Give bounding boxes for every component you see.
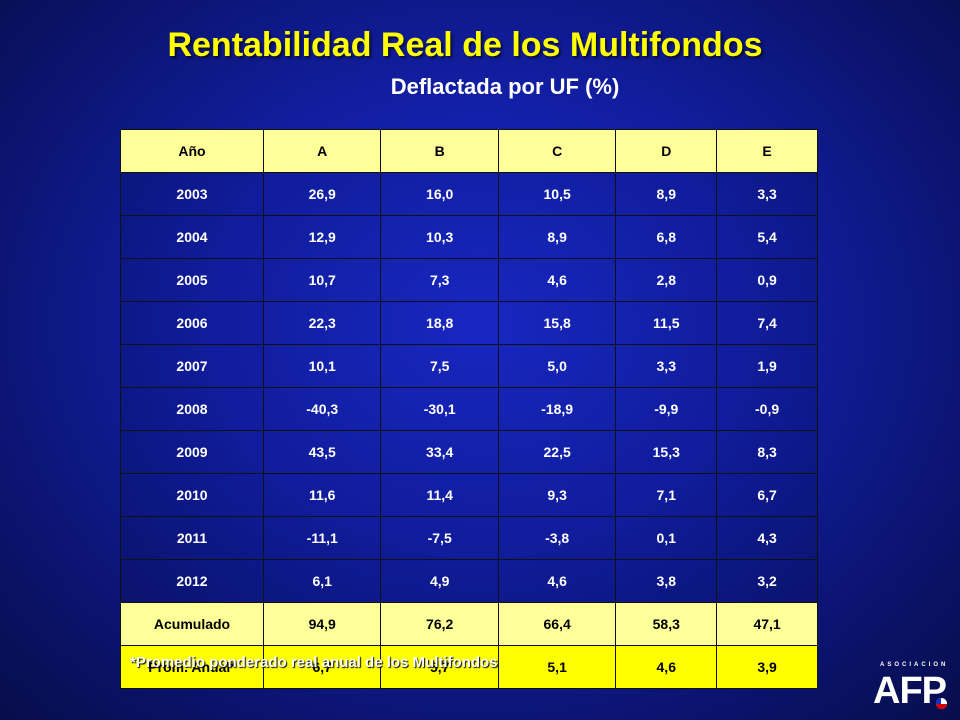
value-cell: 2,8 <box>615 258 718 302</box>
value-cell: B <box>380 129 499 173</box>
value-cell: 5,1 <box>497 645 617 689</box>
value-cell: 11,6 <box>262 473 382 517</box>
table-row: 2003 26,9 16,0 10,5 8,9 3,3 <box>120 172 818 216</box>
value-cell: -7,5 <box>380 516 499 560</box>
value-cell: 76,2 <box>380 602 499 646</box>
table-row: 2005 10,7 7,3 4,6 2,8 0,9 <box>120 258 818 302</box>
value-cell: -0,9 <box>716 387 818 431</box>
row-label-cell: 2010 <box>120 473 264 517</box>
value-cell: -18,9 <box>497 387 617 431</box>
value-cell: 7,3 <box>380 258 499 302</box>
row-label-cell: 2008 <box>120 387 264 431</box>
value-cell: A <box>262 129 382 173</box>
table-row: 2007 10,1 7,5 5,0 3,3 1,9 <box>120 344 818 388</box>
value-cell: D <box>615 129 718 173</box>
footnote: *Promedio ponderado real anual de los Mu… <box>130 654 498 671</box>
value-cell: 3,3 <box>615 344 718 388</box>
value-cell: 7,4 <box>716 301 818 345</box>
value-cell: 4,3 <box>716 516 818 560</box>
value-cell: 8,9 <box>615 172 718 216</box>
value-cell: 12,9 <box>262 215 382 259</box>
table-row: 2009 43,5 33,4 22,5 15,3 8,3 <box>120 430 818 474</box>
row-label-cell: 2012 <box>120 559 264 603</box>
table-summary-row: Prom. Anual* 6,7 5,7 5,1 4,6 3,9 <box>120 645 818 689</box>
value-cell: 10,7 <box>262 258 382 302</box>
value-cell: 47,1 <box>716 602 818 646</box>
value-cell: 43,5 <box>262 430 382 474</box>
value-cell: 5,4 <box>716 215 818 259</box>
table-row: 2012 6,1 4,9 4,6 3,8 3,2 <box>120 559 818 603</box>
value-cell: 18,8 <box>380 301 499 345</box>
table-row: 2008 -40,3 -30,1 -18,9 -9,9 -0,9 <box>120 387 818 431</box>
value-cell: 1,9 <box>716 344 818 388</box>
row-label-cell: 2003 <box>120 172 264 216</box>
value-cell: 7,1 <box>615 473 718 517</box>
value-cell: 22,3 <box>262 301 382 345</box>
value-cell: 15,3 <box>615 430 718 474</box>
value-cell: 6,7 <box>716 473 818 517</box>
value-cell: 10,1 <box>262 344 382 388</box>
value-cell: 3,9 <box>716 645 818 689</box>
value-cell: 26,9 <box>262 172 382 216</box>
value-cell: 33,4 <box>380 430 499 474</box>
value-cell: 22,5 <box>497 430 617 474</box>
row-label-cell: Acumulado <box>120 602 264 646</box>
value-cell: 9,3 <box>497 473 617 517</box>
value-cell: 66,4 <box>497 602 617 646</box>
row-label-cell: 2004 <box>120 215 264 259</box>
returns-table: Año A B C D E 2003 26,9 16,0 10,5 8,9 3,3 2004 12,9 10… <box>120 129 818 689</box>
row-label-cell: 2005 <box>120 258 264 302</box>
table-row: 2011 -11,1 -7,5 -3,8 0,1 4,3 <box>120 516 818 560</box>
row-label-cell: Prom. Anual* <box>120 645 264 689</box>
value-cell: E <box>716 129 818 173</box>
value-cell: 0,9 <box>716 258 818 302</box>
logo-name: AFP <box>873 670 947 712</box>
value-cell: 0,1 <box>615 516 718 560</box>
value-cell: 4,6 <box>615 645 718 689</box>
value-cell: 6,1 <box>262 559 382 603</box>
table-summary-row: Acumulado 94,9 76,2 66,4 58,3 47,1 <box>120 602 818 646</box>
value-cell: 6,8 <box>615 215 718 259</box>
row-label-cell: 2006 <box>120 301 264 345</box>
row-label-cell: 2009 <box>120 430 264 474</box>
value-cell: C <box>497 129 617 173</box>
value-cell: 58,3 <box>615 602 718 646</box>
value-cell: 4,6 <box>497 559 617 603</box>
row-label-cell: 2011 <box>120 516 264 560</box>
value-cell: -3,8 <box>497 516 617 560</box>
value-cell: -11,1 <box>262 516 382 560</box>
table-row: 2010 11,6 11,4 9,3 7,1 6,7 <box>120 473 818 517</box>
value-cell: 3,8 <box>615 559 718 603</box>
afp-logo: ASOCIACION AFP <box>870 662 950 714</box>
returns-table-body: Año A B C D E 2003 26,9 16,0 10,5 8,9 3,3 2004 12,9 10… <box>120 129 818 689</box>
value-cell: 3,3 <box>716 172 818 216</box>
flag-icon <box>936 698 947 709</box>
value-cell: 16,0 <box>380 172 499 216</box>
slide-subtitle: Deflactada por UF (%) <box>390 74 620 99</box>
value-cell: 7,5 <box>380 344 499 388</box>
value-cell: 4,6 <box>497 258 617 302</box>
row-label-cell: 2007 <box>120 344 264 388</box>
table-row: 2004 12,9 10,3 8,9 6,8 5,4 <box>120 215 818 259</box>
table-row: 2006 22,3 18,8 15,8 11,5 7,4 <box>120 301 818 345</box>
value-cell: 5,7 <box>380 645 499 689</box>
slide-title: Rentabilidad Real de los Multifondos <box>167 26 763 64</box>
table-header-row: Año A B C D E <box>120 129 818 173</box>
value-cell: 15,8 <box>497 301 617 345</box>
value-cell: 94,9 <box>262 602 382 646</box>
value-cell: 5,0 <box>497 344 617 388</box>
value-cell: 4,9 <box>380 559 499 603</box>
value-cell: -30,1 <box>380 387 499 431</box>
value-cell: 3,2 <box>716 559 818 603</box>
value-cell: -9,9 <box>615 387 718 431</box>
value-cell: 11,4 <box>380 473 499 517</box>
row-label-cell: Año <box>120 129 264 173</box>
value-cell: 8,3 <box>716 430 818 474</box>
value-cell: 11,5 <box>615 301 718 345</box>
logo-tagline: ASOCIACION <box>880 662 949 668</box>
value-cell: 10,3 <box>380 215 499 259</box>
value-cell: 10,5 <box>497 172 617 216</box>
value-cell: -40,3 <box>262 387 382 431</box>
value-cell: 8,9 <box>497 215 617 259</box>
